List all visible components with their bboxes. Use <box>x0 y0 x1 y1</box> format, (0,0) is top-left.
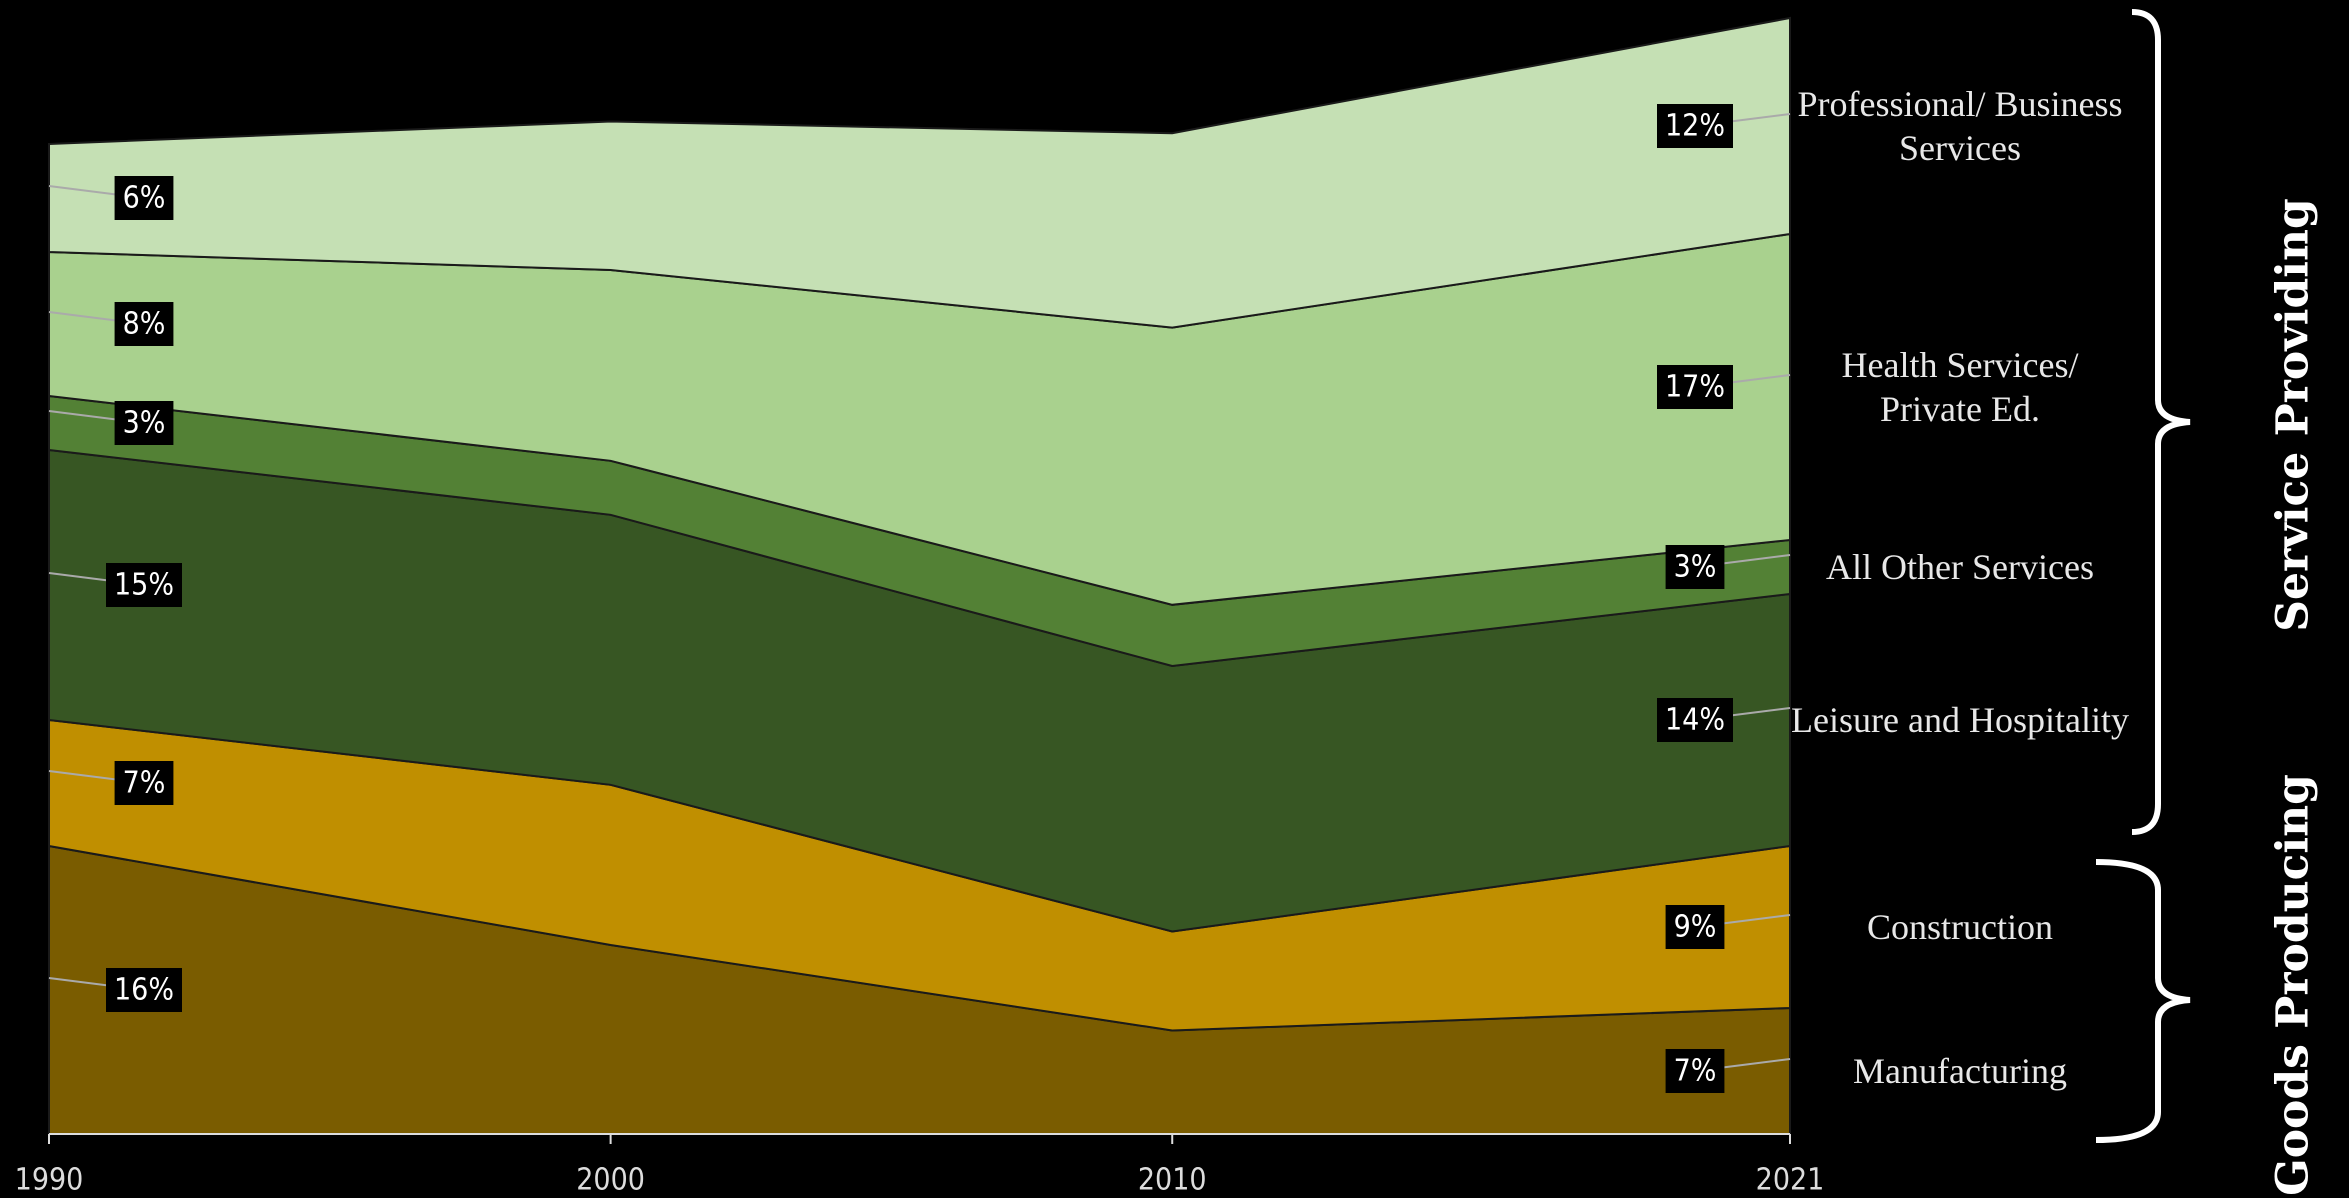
label-box <box>1665 1049 1725 1093</box>
value-label: 6% <box>48 176 174 220</box>
label-text: 12% <box>1665 109 1725 144</box>
label-text: 14% <box>1665 703 1725 738</box>
value-label: 12% <box>1657 104 1791 148</box>
label-text: 17% <box>1665 370 1725 405</box>
area <box>48 16 1791 329</box>
value-label: 7% <box>48 761 174 805</box>
label-box <box>114 761 174 805</box>
value-label: 17% <box>1657 365 1791 409</box>
legend-label: All Other Services <box>1826 547 2094 587</box>
label-box <box>1657 365 1733 409</box>
value-label: 14% <box>1657 698 1791 742</box>
label-text: 7% <box>1674 1054 1717 1089</box>
label-box <box>1657 104 1733 148</box>
label-text: 8% <box>123 307 166 342</box>
label-text: 9% <box>1674 910 1717 945</box>
label-box <box>114 401 174 445</box>
value-label: 3% <box>1665 545 1791 589</box>
x-tick-label: 1990 <box>15 1163 84 1198</box>
label-box <box>1665 545 1725 589</box>
value-label: 15% <box>48 563 182 607</box>
legend-label: Professional/ Business Services <box>1797 84 2123 168</box>
label-text: 3% <box>1674 550 1717 585</box>
plot <box>48 16 1791 1135</box>
label-text: 7% <box>123 766 166 801</box>
label-box <box>1665 905 1725 949</box>
label-box <box>114 302 174 346</box>
label-box <box>114 176 174 220</box>
value-label: 7% <box>1665 1049 1791 1093</box>
label-box <box>106 563 182 607</box>
legend-label: Health Services/ Private Ed. <box>1841 345 2079 429</box>
value-label: 3% <box>48 401 174 445</box>
value-label: 9% <box>1665 905 1791 949</box>
legend-label: Leisure and Hospitality <box>1791 700 2129 740</box>
group-label: Service Providing <box>2268 198 2319 631</box>
group-label: Goods Producing <box>2268 774 2319 1196</box>
x-tick-label: 2000 <box>576 1163 645 1198</box>
label-box <box>106 968 182 1012</box>
label-text: 15% <box>114 568 174 603</box>
label-text: 16% <box>114 973 174 1008</box>
value-label: 8% <box>48 302 174 346</box>
label-box <box>1657 698 1733 742</box>
label-text: 6% <box>123 181 166 216</box>
braces <box>2095 9 2191 1143</box>
brace <box>2131 9 2191 835</box>
legend-label: Construction <box>1867 907 2053 947</box>
brace <box>2095 859 2191 1143</box>
x-tick-label: 2021 <box>1756 1163 1825 1198</box>
x-tick-label: 2010 <box>1138 1163 1207 1198</box>
legend-label: Manufacturing <box>1853 1051 2067 1091</box>
value-label: 16% <box>48 968 182 1012</box>
label-text: 3% <box>123 406 166 441</box>
